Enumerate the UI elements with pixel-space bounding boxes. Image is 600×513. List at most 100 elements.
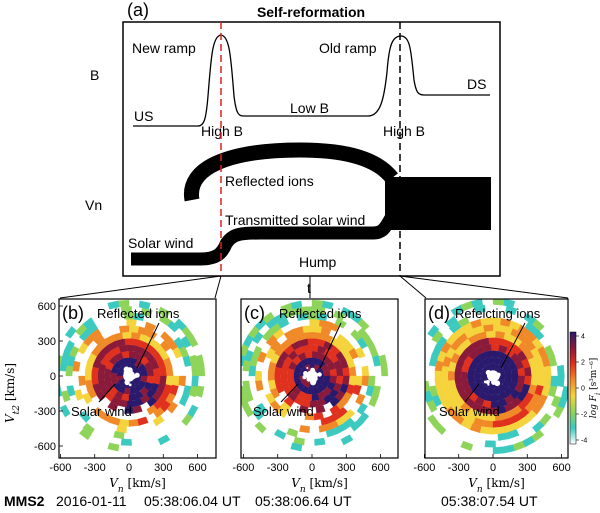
distribution-panel-c: (c) Reflected ions Solar wind -600 -300 0 3… xyxy=(232,298,399,495)
distribution-cell xyxy=(441,375,449,387)
distribution-cell xyxy=(484,440,496,448)
distribution-cell xyxy=(280,371,288,381)
distribution-cell xyxy=(118,325,130,333)
colorbar: 4 2 0 -2 -4 log Fi [s³m⁻⁶] xyxy=(569,331,600,445)
distribution-cell xyxy=(286,427,299,438)
reflecting-ions-pointer xyxy=(500,322,526,369)
distribution-cell xyxy=(482,324,494,332)
x-tick-label: -600 xyxy=(232,462,254,474)
distribution-cell xyxy=(428,354,438,367)
core-gap xyxy=(314,372,319,377)
core-gap xyxy=(487,383,490,386)
reflected-ions-label: Reflected ions xyxy=(225,173,314,189)
distribution-cell xyxy=(507,429,520,440)
distribution-cell xyxy=(503,444,516,454)
distribution-cell xyxy=(280,302,293,313)
distribution-cell xyxy=(251,408,264,421)
distribution-cell xyxy=(78,375,86,387)
distribution-cell xyxy=(543,375,552,387)
b-field-profile xyxy=(133,34,490,127)
distribution-cell xyxy=(73,389,84,401)
distribution-cell xyxy=(84,371,92,381)
distribution-cell xyxy=(120,438,132,446)
distribution-cell xyxy=(485,330,496,338)
distribution-cell xyxy=(355,375,363,387)
connector-d-left xyxy=(399,275,427,299)
solar-wind-pointer xyxy=(98,383,116,403)
us-label: US xyxy=(134,108,153,124)
distribution-cell xyxy=(550,375,559,387)
distribution-cell xyxy=(350,329,363,342)
low-b-label: Low B xyxy=(290,100,329,116)
distribution-cell xyxy=(447,370,455,382)
x-tick-label: 300 xyxy=(337,462,355,474)
distribution-cell xyxy=(490,343,500,352)
distribution-cell xyxy=(367,375,376,387)
panel-label-c: (c) xyxy=(244,303,265,323)
distribution-cell xyxy=(65,365,74,377)
distribution-cell xyxy=(433,422,447,436)
colorbar-tick-label: -2 xyxy=(581,412,587,419)
distribution-cell xyxy=(492,420,504,428)
solar-wind-annotation: Solar wind xyxy=(71,404,132,419)
distribution-cell xyxy=(416,354,425,366)
distribution-cell xyxy=(124,338,134,345)
distribution-cell xyxy=(290,442,303,452)
x-tick-label: -300 xyxy=(448,462,470,474)
connector-b-left xyxy=(59,275,222,299)
core-gap xyxy=(124,379,130,386)
distribution-cell xyxy=(450,304,464,317)
distribution-cell xyxy=(448,321,462,334)
distribution-cell xyxy=(165,375,174,386)
distribution-cell xyxy=(492,324,504,332)
core-gap xyxy=(306,377,311,382)
schematic-title: Self-reformation xyxy=(257,4,365,20)
distribution-cell xyxy=(255,380,264,392)
distribution-cell xyxy=(197,365,206,377)
distribution-cell xyxy=(460,440,474,451)
y-axis: 600 300 0 -300 -600 Vt2 [km/s] xyxy=(3,301,63,453)
distribution-cell xyxy=(301,325,313,333)
distribution-cell xyxy=(172,375,180,387)
x-tick-label: 600 xyxy=(188,462,206,474)
distribution-cell xyxy=(378,354,388,367)
solar-wind-pointer xyxy=(280,383,299,403)
distribution-cell xyxy=(64,325,77,339)
high-b-label-1: High B xyxy=(201,123,243,139)
spacecraft-label: MMS2 xyxy=(4,493,45,509)
colorbar-tick-label: 4 xyxy=(581,334,585,341)
core-gap xyxy=(308,371,315,377)
panel-label-b: (b) xyxy=(62,303,84,323)
distribution-cell xyxy=(107,300,120,310)
x-tick-label: 300 xyxy=(154,462,172,474)
distribution-cell xyxy=(126,344,136,352)
distribution-cell xyxy=(539,413,552,426)
distribution-cell xyxy=(116,425,127,434)
distribution-panel-d: (d) Refelcting ions Solar wind -600 -300 0… xyxy=(413,298,571,495)
distribution-cell xyxy=(340,434,354,446)
distribution-cell xyxy=(543,365,552,377)
core-gap xyxy=(310,379,317,386)
colorbar-tick-label: 2 xyxy=(581,360,585,367)
core-gap xyxy=(485,380,490,384)
distribution-cell xyxy=(441,365,449,377)
x-tick-label: -300 xyxy=(267,462,289,474)
distribution-cell xyxy=(174,318,187,331)
distribution-cell xyxy=(152,415,165,427)
panel-label-a: (a) xyxy=(127,0,149,20)
x-tick-label: 300 xyxy=(518,462,536,474)
core-gap xyxy=(124,376,128,380)
downstream-block xyxy=(385,177,491,230)
distribution-cell xyxy=(348,375,357,386)
transmitted-solar-wind-label: Transmitted solar wind xyxy=(225,212,365,228)
distribution-cell xyxy=(165,366,174,377)
distribution-cell xyxy=(241,344,249,357)
x-tick-label: 0 xyxy=(490,462,496,474)
time-axis-label: t xyxy=(307,280,311,296)
x-tick-label: -600 xyxy=(413,462,435,474)
distribution-cell xyxy=(107,401,118,412)
reflected-ions-annotation: Reflected ions xyxy=(97,306,180,321)
colorbar-tick-label: 0 xyxy=(581,386,585,393)
core-gap xyxy=(494,375,500,381)
